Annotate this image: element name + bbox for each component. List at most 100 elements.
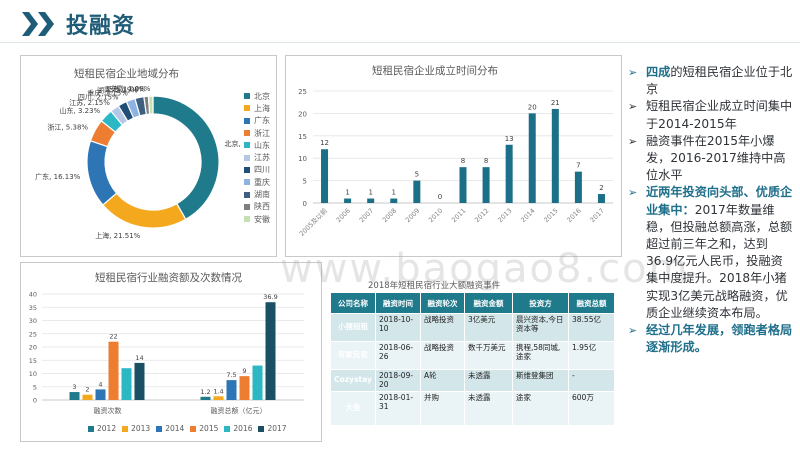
legend-swatch	[244, 191, 250, 198]
bar-value-label: 13	[505, 135, 514, 143]
bar	[413, 180, 421, 203]
table-cell: 2018-06-26	[375, 341, 421, 370]
table-row: 有家民宿 2018-06-26 战略投资 数千万美元 携程,58同城,途家 1.…	[330, 341, 615, 370]
bullet-item: ➢ 经过几年发展，领跑者格局逐渐形成。	[628, 323, 793, 355]
y-tick-label: 30	[29, 317, 37, 325]
founding-chart-panel	[285, 55, 622, 257]
y-tick-label: 15	[298, 133, 307, 141]
table-cell-company: Cozystay	[330, 368, 376, 393]
bar	[321, 149, 329, 203]
x-category-label: 融资次数	[94, 406, 122, 415]
bar-value-label: 1	[392, 189, 396, 197]
x-tick-label: 2009	[404, 207, 421, 224]
bar	[226, 380, 237, 400]
legend-item: 广东	[244, 115, 270, 127]
legend-swatch	[88, 425, 94, 432]
bar	[505, 144, 513, 203]
region-chart-legend: 北京 上海 广东 浙江 山东 江苏 四川 重庆 湖南 陕西 安徽	[244, 90, 270, 225]
y-tick-label: 0	[303, 200, 307, 208]
y-tick-label: 40	[29, 291, 37, 299]
y-tick-label: 35	[29, 304, 37, 312]
donut-data-label: 天津, 1.08%	[105, 85, 146, 93]
bar	[134, 362, 145, 400]
table-cell: 未透露	[464, 368, 513, 393]
table-header: 投资方	[512, 292, 569, 314]
finance-bar-chart: 0 5 10 15 20 25 30 35 40 3 2 4 22 14 融资次数 1.2 1.47.5 9 36.…	[29, 291, 304, 415]
legend-swatch	[244, 117, 250, 124]
legend-label: 2013	[131, 424, 151, 433]
legend-label: 广东	[254, 116, 270, 126]
bar-value-label: 20	[528, 103, 537, 111]
bar	[482, 167, 490, 203]
bullet-item: ➢ 短租民宿企业成立时间集中于2014-2015年	[628, 99, 793, 131]
bar-value-label: 1	[368, 189, 372, 197]
legend-item: 2017	[258, 424, 287, 433]
x-tick-label: 2010	[427, 207, 444, 224]
title-divider	[0, 42, 800, 43]
x-tick-label: 2014	[519, 207, 536, 224]
donut-data-label: 重庆, 2.15%	[87, 88, 128, 97]
chevrons-icon	[22, 12, 54, 36]
bar-value-label: 2	[85, 386, 89, 394]
bar	[344, 198, 352, 203]
table-cell: 2018-01-31	[375, 391, 421, 427]
legend-swatch	[156, 425, 163, 432]
legend-label: 四川	[254, 165, 270, 175]
x-tick-label: 2012	[473, 207, 490, 224]
bullet-item: ➢ 融资事件在2015年小爆发，2016-2017维持中高位水平	[628, 133, 786, 183]
bar-value-label: 8	[484, 157, 488, 165]
y-tick-label: 0	[33, 397, 37, 405]
legend-item: 上海	[244, 102, 270, 114]
legend-item: 2013	[122, 424, 150, 433]
donut-data-label: 广东, 16.13%	[35, 172, 80, 181]
legend-label: 2012	[97, 424, 117, 433]
donut-slice	[152, 95, 220, 221]
donut-slice	[86, 140, 118, 206]
bar	[69, 392, 80, 400]
bar-value-label: 7	[576, 162, 580, 170]
legend-label: 湖南	[254, 190, 270, 200]
legend-swatch	[244, 216, 250, 223]
table-header: 公司名称	[330, 292, 376, 314]
y-tick-label: 20	[29, 344, 37, 352]
legend-item: 2012	[88, 424, 116, 433]
legend-swatch	[244, 93, 250, 100]
bar	[390, 198, 398, 203]
bar-value-label: 2	[599, 184, 603, 192]
bar-value-label: 4	[98, 380, 102, 388]
legend-item: 安徽	[244, 213, 270, 225]
legend-label: 江苏	[254, 153, 270, 163]
table-cell: A轮	[420, 368, 465, 393]
x-tick-label: 2007	[358, 207, 375, 224]
x-category-label: 融资总额（亿元）	[211, 406, 267, 415]
legend-label: 重庆	[254, 177, 270, 187]
legend-item: 四川	[244, 164, 270, 176]
legend-swatch	[244, 154, 250, 161]
legend-swatch	[258, 425, 265, 432]
x-tick-label: 2016	[565, 207, 582, 224]
table-cell: 38.55亿	[568, 313, 615, 342]
table-row: 小猪短租 2018-10-10 战略投资 3亿美元 晨兴资本,今日资本等 38.…	[330, 313, 615, 342]
legend-item: 陕西	[244, 201, 270, 213]
table-cell: 并购	[420, 391, 465, 427]
table-cell: 3亿美元	[464, 313, 513, 342]
table-header: 融资金额	[464, 292, 513, 314]
donut-data-label: 北京, 40.85%	[225, 139, 240, 148]
table-cell: 晨兴资本,今日资本等	[512, 313, 569, 342]
legend-swatch	[244, 142, 250, 149]
finance-chart-legend: 2012 2013 2014 2015 2016 2017	[88, 424, 287, 433]
x-tick-label: 2005及以前	[297, 206, 329, 238]
bar-value-label: 1	[345, 189, 349, 197]
legend-swatch	[244, 105, 250, 112]
table-cell: 600万	[568, 391, 615, 427]
bar	[597, 194, 605, 203]
legend-item: 北京	[244, 90, 270, 102]
table-cell-company: 有家民宿	[330, 341, 376, 370]
x-tick-label: 2011	[450, 207, 467, 224]
table-cell: -	[568, 368, 615, 393]
x-tick-label: 2015	[542, 207, 559, 224]
bar	[551, 108, 559, 203]
donut-slice	[102, 192, 187, 229]
bar-value-label: 22	[109, 333, 117, 341]
legend-swatch	[244, 130, 250, 137]
